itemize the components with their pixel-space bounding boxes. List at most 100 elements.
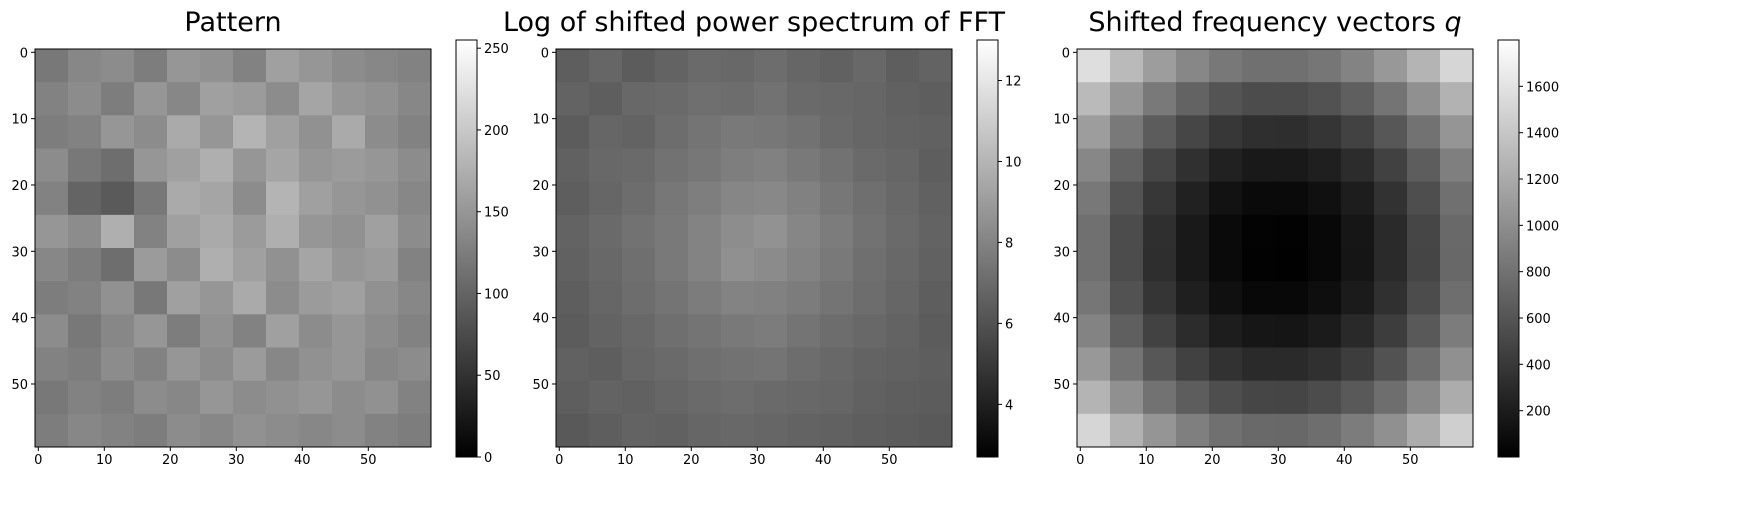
- heatmap-cell: [589, 214, 623, 249]
- heatmap-cell: [365, 82, 399, 116]
- heatmap-cell: [1440, 148, 1474, 183]
- heatmap-cell: [1275, 314, 1309, 348]
- heatmap-cell: [589, 82, 623, 116]
- x-tick-label: 40: [815, 453, 832, 468]
- heatmap-cell: [787, 148, 821, 183]
- heatmap-cell: [167, 347, 201, 382]
- heatmap-cell: [233, 413, 267, 448]
- heatmap-cell: [1407, 115, 1441, 149]
- heatmap-cell: [556, 82, 590, 116]
- heatmap-cell: [787, 181, 821, 216]
- heatmap-cell: [365, 314, 399, 348]
- heatmap-cell: [556, 281, 590, 315]
- x-tick-label: 0: [1076, 453, 1084, 468]
- heatmap-cell: [398, 281, 432, 315]
- heatmap-cell: [1308, 214, 1342, 249]
- heatmap-cell: [1209, 82, 1243, 116]
- x-tick-label: 50: [1402, 453, 1419, 468]
- heatmap-cell: [919, 115, 953, 149]
- heatmap-cell: [1275, 49, 1309, 83]
- heatmap-cell: [398, 181, 432, 216]
- heatmap-cell: [101, 115, 135, 149]
- heatmap-cell: [1374, 214, 1408, 249]
- heatmap-cell: [886, 281, 920, 315]
- heatmap-cell: [365, 347, 399, 382]
- heatmap-cell: [68, 281, 102, 315]
- heatmap-cell: [754, 49, 788, 83]
- heatmap-cell: [787, 413, 821, 448]
- colorbar-tick-label: 4: [1005, 398, 1013, 413]
- heatmap-cell: [820, 49, 854, 83]
- heatmap-cell: [200, 380, 234, 415]
- heatmap-cell: [1209, 413, 1243, 448]
- heatmap-cell: [1440, 214, 1474, 249]
- heatmap-cell: [134, 413, 168, 448]
- heatmap-cell: [134, 314, 168, 348]
- heatmap-cell: [721, 314, 755, 348]
- heatmap-cell: [820, 115, 854, 149]
- heatmap-cell: [1143, 347, 1177, 382]
- x-tick-label: 20: [162, 453, 179, 468]
- heatmap-cell: [35, 82, 69, 116]
- y-tick-label: 30: [532, 245, 549, 260]
- heatmap-cell: [886, 115, 920, 149]
- heatmap-cell: [1077, 82, 1111, 116]
- x-tick-label: 20: [1204, 453, 1221, 468]
- heatmap-cell: [167, 115, 201, 149]
- heatmap-cell: [1077, 115, 1111, 149]
- heatmap-cell: [919, 148, 953, 183]
- heatmap-cell: [233, 181, 267, 216]
- heatmap-cell: [886, 413, 920, 448]
- heatmap-cell: [754, 314, 788, 348]
- y-tick-label: 10: [1053, 113, 1070, 128]
- heatmap-cell: [101, 82, 135, 116]
- heatmap-cell: [398, 248, 432, 282]
- colorbar-tick-label: 1400: [1526, 127, 1559, 142]
- heatmap-cell: [853, 181, 887, 216]
- heatmap-cell: [1077, 148, 1111, 183]
- heatmap-cell: [622, 281, 656, 315]
- heatmap-cell: [1143, 380, 1177, 415]
- heatmap-cell: [266, 314, 300, 348]
- heatmap-cell: [167, 248, 201, 282]
- y-tick-label: 30: [11, 245, 28, 260]
- heatmap-cell: [1341, 347, 1375, 382]
- heatmap-cell: [589, 181, 623, 216]
- x-tick-label: 20: [683, 453, 700, 468]
- heatmap-cell: [398, 380, 432, 415]
- heatmap-cell: [886, 214, 920, 249]
- heatmap-cell: [688, 214, 722, 249]
- heatmap-cell: [787, 347, 821, 382]
- heatmap-cell: [1110, 281, 1144, 315]
- heatmap-cell: [35, 314, 69, 348]
- heatmap-cell: [365, 214, 399, 249]
- heatmap-cell: [1440, 314, 1474, 348]
- x-tick-label: 40: [1336, 453, 1353, 468]
- heatmap-cell: [365, 281, 399, 315]
- y-tick-label: 0: [20, 46, 28, 61]
- heatmap-cell: [200, 181, 234, 216]
- heatmap-cell: [167, 148, 201, 183]
- heatmap-cell: [1176, 82, 1210, 116]
- heatmap-cell: [1374, 281, 1408, 315]
- heatmap-cell: [1110, 82, 1144, 116]
- heatmap-cell: [1275, 181, 1309, 216]
- heatmap-cell: [754, 181, 788, 216]
- heatmap-cell: [1176, 281, 1210, 315]
- heatmap-cell: [919, 49, 953, 83]
- colorbar-tick-label: 150: [484, 206, 509, 221]
- heatmap-cell: [68, 413, 102, 448]
- heatmap-cell: [820, 82, 854, 116]
- heatmap-cell: [1341, 82, 1375, 116]
- heatmap-cell: [853, 413, 887, 448]
- heatmap-cell: [1242, 214, 1276, 249]
- heatmap-cell: [101, 347, 135, 382]
- heatmap-cell: [233, 49, 267, 83]
- heatmap-cell: [1176, 413, 1210, 448]
- heatmap-cell: [1110, 115, 1144, 149]
- heatmap-cell: [266, 181, 300, 216]
- colorbar-tick-label: 1600: [1526, 80, 1559, 95]
- heatmap-cell: [886, 82, 920, 116]
- heatmap-cell: [332, 148, 366, 183]
- y-tick-label: 0: [541, 46, 549, 61]
